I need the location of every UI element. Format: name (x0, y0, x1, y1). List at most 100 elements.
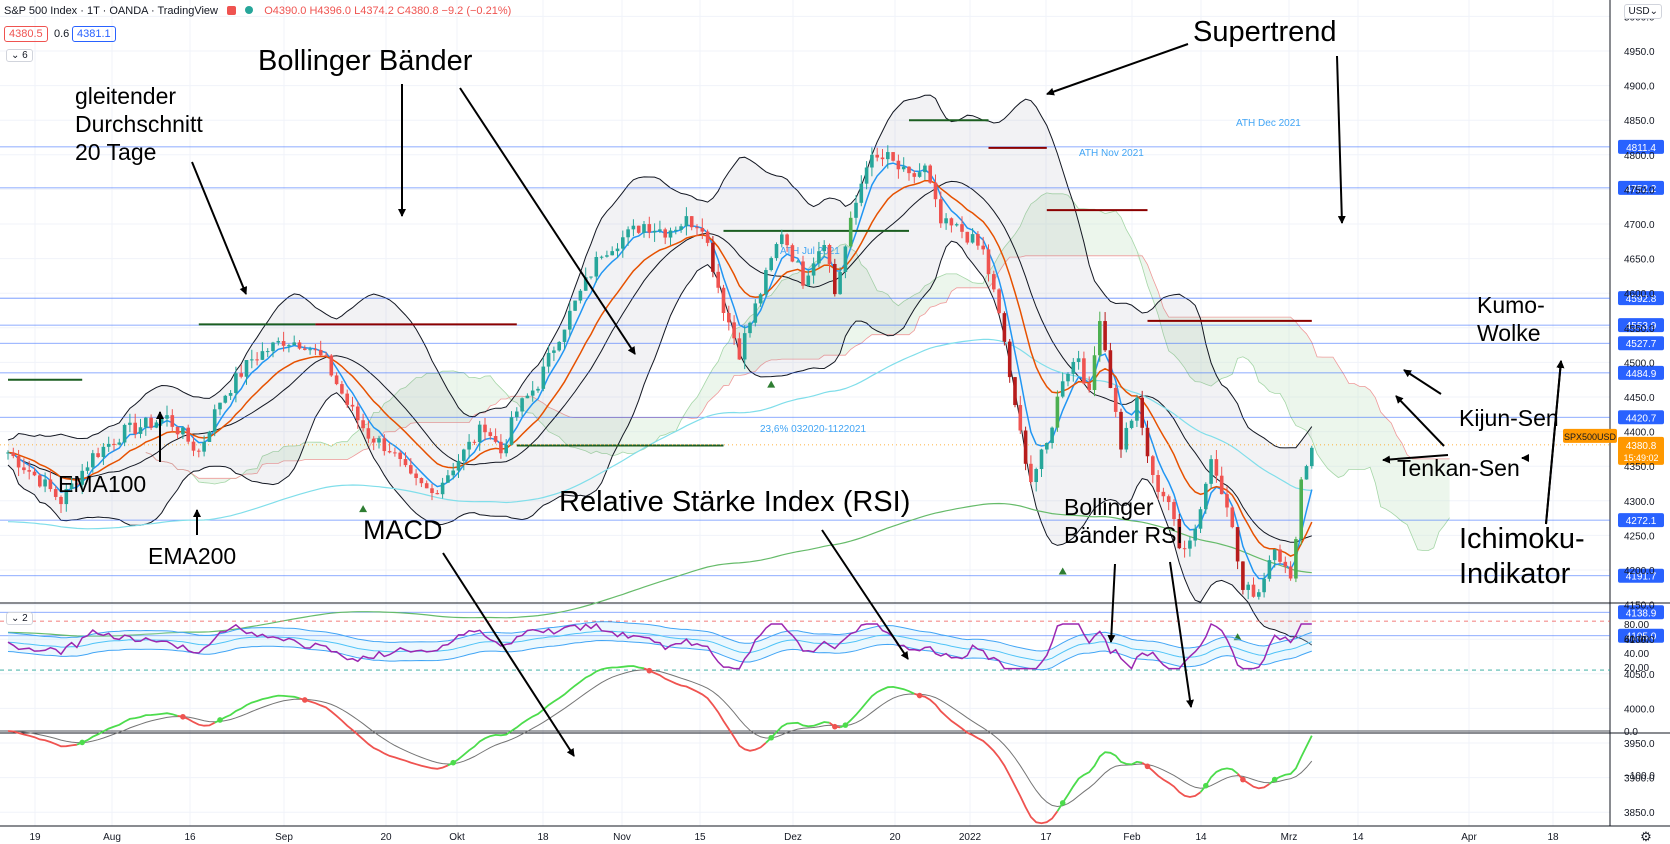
level-badge (1618, 139, 1664, 154)
candle-body (875, 154, 879, 158)
level-badge (1618, 365, 1664, 380)
candle-body (917, 172, 922, 177)
candle-body (239, 373, 243, 377)
candle-body (992, 274, 996, 290)
candle-body (472, 441, 477, 443)
candle-body (504, 444, 508, 454)
candle-body (986, 249, 991, 275)
rsi-tick-label: 40.00 (1624, 649, 1649, 660)
time-tick-label: 18 (537, 832, 549, 843)
candle-body (636, 225, 641, 233)
symbol-title[interactable]: S&P 500 Index · 1T · OANDA · TradingView (4, 5, 218, 17)
candle-body (981, 245, 985, 250)
label-ichimoku: Ichimoku- Indikator (1459, 523, 1585, 590)
candle-body (329, 355, 334, 376)
candle-body (122, 424, 127, 443)
label-sma20: gleitender Durchschnitt 20 Tage (75, 83, 203, 166)
gear-icon[interactable]: ⚙ (1640, 829, 1652, 844)
candle-body (356, 406, 360, 421)
level-badge (1618, 513, 1664, 528)
price-tick-label: 4850.0 (1624, 116, 1655, 127)
candle-body (409, 465, 413, 474)
symbol-badge-text: SPX500USD (1564, 432, 1617, 442)
macd-tick-label: −100.0 (1624, 771, 1655, 782)
candle-body (859, 183, 864, 203)
candle-body (960, 224, 964, 232)
time-tick-label: Nov (613, 832, 631, 843)
candle-body (976, 234, 980, 246)
candle-body (949, 218, 954, 226)
time-tick-label: Okt (449, 832, 465, 843)
candle-body (419, 478, 424, 484)
candle-body (287, 345, 291, 347)
bb-upper (7, 94, 1313, 449)
currency-button[interactable]: USD⌄ (1624, 4, 1662, 19)
candle-body (886, 152, 890, 160)
candle-body (1193, 528, 1197, 541)
price-tick-label: 4750.0 (1624, 185, 1655, 196)
candle-body (1288, 566, 1293, 579)
candle-body (1098, 321, 1102, 356)
candle-body (928, 165, 932, 183)
ask-price[interactable]: 4381.1 (72, 26, 116, 42)
candle-body (1278, 549, 1282, 562)
level-text: ATH Dec 2021 (1236, 118, 1301, 129)
price-tick-label: 4450.0 (1624, 393, 1655, 404)
candle-body (202, 441, 206, 452)
annotation-arrow (1403, 369, 1442, 395)
macd-line-segment (765, 721, 830, 744)
candle-body (91, 453, 95, 468)
candle-body (790, 245, 795, 262)
candle-body (774, 244, 779, 259)
time-tick-label: 16 (184, 832, 196, 843)
candle-body (827, 245, 832, 264)
level-badge (1618, 568, 1664, 583)
indicators-toggle[interactable]: ⌄ 6 (6, 49, 33, 62)
candle-body (870, 154, 874, 168)
candle-body (562, 329, 567, 342)
annotation-arrow (1169, 561, 1194, 708)
candle-body (578, 290, 583, 301)
candle-body (811, 263, 816, 276)
level-badge (1618, 410, 1664, 425)
candle-body (679, 226, 683, 230)
candle-body (1257, 592, 1261, 597)
candle-body (324, 355, 328, 357)
candle-body (833, 263, 837, 295)
candle-body (753, 303, 758, 323)
candle-body (128, 422, 132, 425)
candle-body (843, 246, 848, 273)
candle-body (133, 422, 137, 434)
candle-body (43, 479, 47, 487)
signal-triangle (1058, 567, 1067, 575)
rsi-pane-toggle[interactable]: ⌄ 2 (6, 612, 33, 625)
candle-body (1219, 475, 1224, 495)
candle-body (822, 245, 826, 252)
level-badge (1618, 628, 1664, 643)
candle-body (16, 456, 21, 468)
candle-body (414, 473, 418, 479)
candle-body (340, 384, 344, 394)
candle-body (75, 483, 79, 485)
time-tick-label: 15 (694, 832, 706, 843)
candle-body (467, 441, 471, 450)
candle-body (939, 199, 943, 224)
bb-lower (7, 240, 1313, 646)
bid-price[interactable]: 4380.5 (4, 26, 48, 42)
price-tick-label: 4400.0 (1624, 428, 1655, 439)
annotation-arrow (1545, 360, 1565, 525)
candle-body (880, 157, 885, 160)
flag-icon[interactable] (227, 6, 237, 15)
label-macd: MACD (363, 515, 443, 545)
annotation-arrow (1046, 43, 1189, 96)
candle-body (621, 237, 625, 249)
axes: 4811.4 4752.2 4592.8 4553.9 4527.7 4484.9 4420… (29, 12, 1664, 844)
candle-body (663, 229, 667, 238)
candle-body (583, 277, 588, 291)
candle-body (806, 275, 811, 286)
macd-signal-line (7, 669, 1313, 808)
candle-body (1283, 561, 1288, 567)
candle-body (1129, 420, 1134, 428)
candle-body (255, 359, 259, 361)
macd-line-segment (177, 715, 216, 727)
